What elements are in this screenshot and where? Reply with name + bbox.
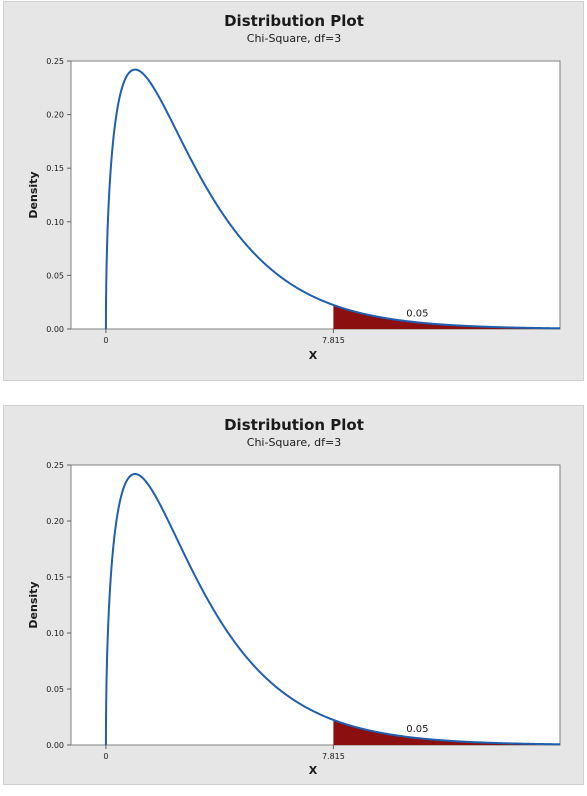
x-tick-label: 7.815	[322, 336, 345, 345]
y-tick-label: 0.00	[46, 325, 64, 334]
plot-area	[70, 464, 561, 746]
density-curve	[104, 472, 561, 746]
chart-title: Distribution Plot	[224, 416, 364, 434]
tail-area-label: 0.05	[406, 308, 428, 319]
y-tick-label: 0.25	[46, 57, 64, 66]
y-tick-label: 0.25	[46, 461, 64, 470]
y-tick-label: 0.20	[46, 517, 64, 526]
chart-panel: Distribution Plot Chi-Square, df=3 0.00 0…	[3, 405, 584, 785]
x-axis-label: X	[309, 349, 318, 362]
plot-marks: 0.00 0.05 0.10 0.15 0.20 0.25 0 7.815 0.05	[46, 461, 561, 761]
x-axis-label: X	[309, 764, 318, 777]
chart-subtitle: Chi-Square, df=3	[247, 436, 341, 449]
chart-title: Distribution Plot	[224, 12, 364, 30]
shaded-tail-area	[333, 304, 560, 329]
tail-area-label: 0.05	[406, 724, 428, 735]
y-tick-label: 0.00	[46, 741, 64, 750]
y-tick-label: 0.05	[46, 271, 64, 280]
x-tick-label: 0	[103, 336, 108, 345]
chart-panel: Distribution Plot Chi-Square, df=3 0.00 0…	[3, 1, 584, 381]
distribution-plot-chart: Distribution Plot Chi-Square, df=3 0.000…	[27, 416, 561, 777]
y-tick-label: 0.20	[46, 111, 64, 120]
distribution-plot-chart: Distribution Plot Chi-Square, df=3 0.000…	[27, 12, 561, 362]
y-tick-label: 0.15	[46, 164, 64, 173]
y-axis-label: Density	[27, 171, 40, 218]
y-axis-label: Density	[27, 581, 40, 628]
y-tick-label: 0.10	[46, 218, 64, 227]
chart-subtitle: Chi-Square, df=3	[247, 32, 341, 45]
plot-area	[70, 60, 561, 330]
x-tick-label: 7.815	[322, 752, 345, 761]
y-tick-label: 0.10	[46, 629, 64, 638]
shaded-tail-area	[333, 719, 560, 745]
density-curve	[104, 68, 561, 330]
y-tick-label: 0.05	[46, 685, 64, 694]
x-tick-label: 0	[103, 752, 108, 761]
y-tick-label: 0.15	[46, 573, 64, 582]
plot-marks: 0.00 0.05 0.10 0.15 0.20 0.25 0 7.815 0.05	[46, 57, 561, 345]
